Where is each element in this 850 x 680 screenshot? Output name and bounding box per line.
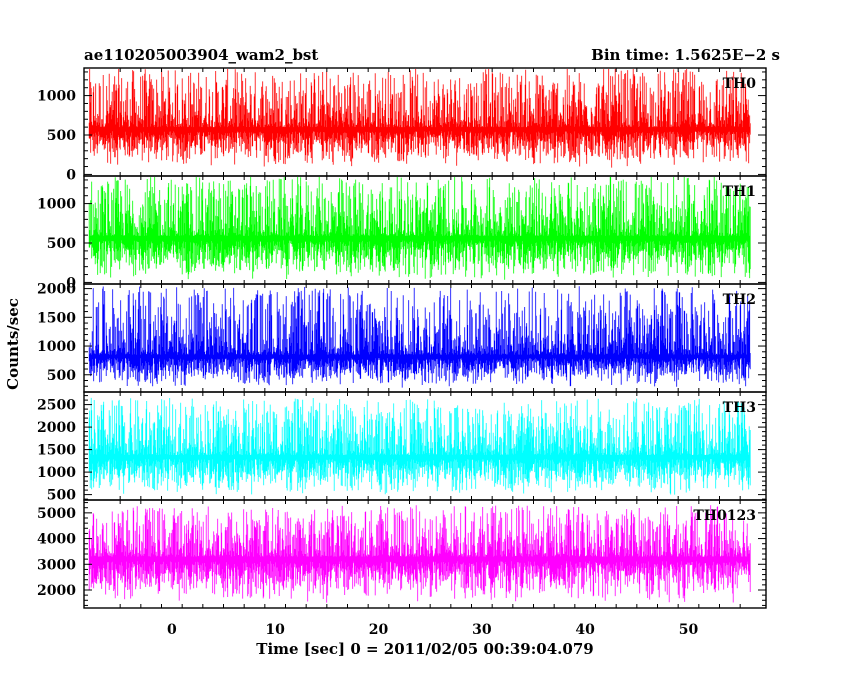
x-tick-label: 50 — [679, 622, 699, 638]
x-axis: 0 10 20 30 40 50 — [167, 622, 699, 638]
panel-th0123: 2000 3000 4000 5000 TH0123 — [37, 499, 767, 609]
y-tick-label: 2000 — [37, 583, 76, 599]
y-tick-label: 500 — [47, 488, 76, 504]
y-tick-label: 0 — [66, 167, 76, 183]
y-tick-label: 500 — [47, 128, 76, 144]
y-tick-label: 0 — [66, 275, 76, 291]
series-trace-th2 — [88, 286, 751, 388]
y-tick-label: 1500 — [37, 443, 76, 459]
series-label: TH2 — [723, 292, 756, 308]
y-tick-label: 1000 — [37, 89, 76, 105]
series-trace-th1 — [88, 177, 751, 280]
chart-title-left: ae110205003904_wam2_bst — [84, 46, 318, 64]
x-tick-label: 40 — [575, 622, 595, 638]
x-tick-label: 20 — [369, 622, 389, 638]
series-trace-th0 — [88, 69, 751, 168]
panel-th1: 0 500 1000 TH1 — [37, 175, 767, 291]
y-axis-label: Counts/sec — [4, 298, 22, 390]
panel-th3: 500 1000 1500 2000 2500 TH3 — [37, 391, 767, 504]
chart-title-right: Bin time: 1.5625E−2 s — [591, 46, 780, 64]
series-label: TH0 — [723, 76, 757, 92]
series-label: TH0123 — [693, 508, 756, 524]
y-tick-label: 4000 — [37, 532, 76, 548]
x-axis-label: Time [sec] 0 = 2011/02/05 00:39:04.079 — [256, 640, 593, 658]
y-tick-label: 2000 — [37, 420, 76, 436]
panel-th2: 500 1000 1500 2000 TH2 — [37, 282, 767, 393]
series-label: TH1 — [723, 184, 756, 200]
panel-th0: 0 500 1000 TH0 — [37, 67, 767, 183]
series-label: TH3 — [723, 400, 756, 416]
y-tick-label: 2000 — [37, 282, 76, 298]
x-tick-label: 0 — [167, 622, 177, 638]
series-trace-th0123 — [88, 505, 751, 603]
y-tick-label: 3000 — [37, 557, 76, 573]
y-tick-label: 500 — [47, 236, 76, 252]
y-tick-label: 2500 — [37, 398, 76, 414]
x-tick-label: 30 — [472, 622, 492, 638]
x-tick-label: 10 — [265, 622, 285, 638]
y-tick-label: 5000 — [37, 506, 76, 522]
y-tick-label: 1000 — [37, 339, 76, 355]
y-tick-label: 500 — [47, 368, 76, 384]
series-trace-th3 — [88, 397, 751, 495]
panels-group: 0 500 1000 TH0 0 500 1000 TH1 500 1000 1500 2000 TH2… — [37, 67, 767, 609]
y-tick-label: 1000 — [37, 465, 76, 481]
y-tick-label: 1000 — [37, 197, 76, 213]
y-tick-label: 1500 — [37, 310, 76, 326]
